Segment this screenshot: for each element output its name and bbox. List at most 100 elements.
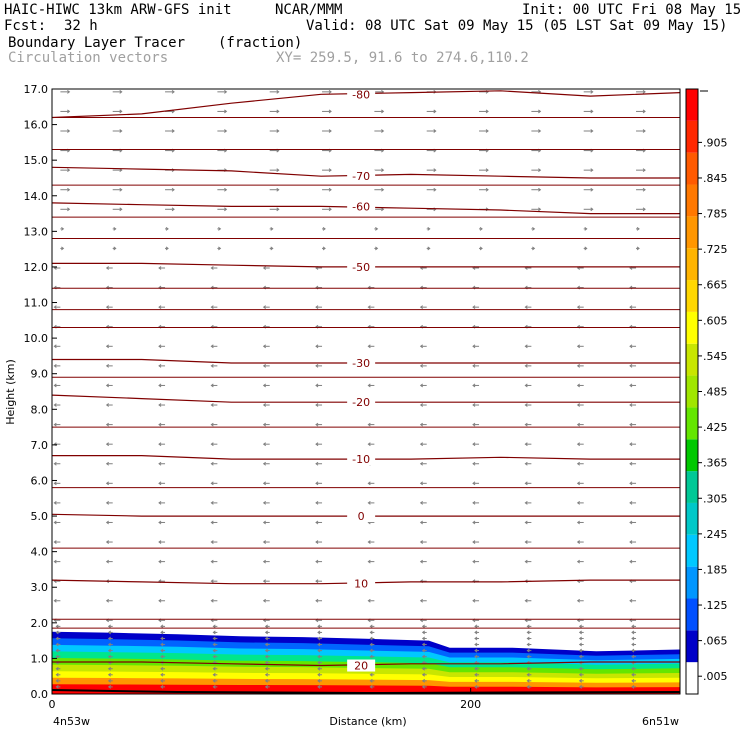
vector-arrowhead — [629, 363, 633, 368]
vector-arrowhead — [474, 654, 478, 659]
vector-arrowhead — [315, 520, 319, 525]
vector-arrowhead — [107, 636, 112, 641]
vector-arrowhead — [119, 207, 123, 212]
colorbar-label: .365 — [703, 457, 728, 470]
vector-arrowhead — [67, 187, 71, 192]
vector-arrowhead — [367, 598, 371, 603]
y-tick-label: 15.0 — [24, 154, 49, 167]
vector-arrowhead — [119, 187, 123, 192]
vector-arrowhead — [369, 654, 373, 659]
vector-arrowhead — [276, 207, 280, 212]
vector-arrowhead — [472, 598, 476, 603]
contour-label-bg — [347, 89, 376, 101]
vector-arrowhead — [317, 636, 321, 641]
vector-arrowhead — [629, 442, 633, 447]
vector-arrowhead — [419, 559, 424, 564]
vector-arrowhead — [317, 630, 321, 635]
y-tick-label: 12.0 — [24, 261, 49, 274]
colorbar-label: .665 — [703, 279, 728, 292]
vector-arrowhead — [526, 654, 530, 659]
colorbar-swatch — [686, 502, 698, 535]
colorbar-label: .125 — [703, 599, 728, 612]
vector-arrowhead — [328, 129, 332, 133]
vector-arrowhead — [369, 624, 373, 629]
vector-arrowhead — [419, 598, 424, 603]
vector-arrowhead — [642, 129, 646, 133]
vector-arrowhead — [264, 672, 269, 677]
vector-arrowhead — [524, 422, 528, 427]
vector-arrowhead — [158, 403, 162, 407]
vector-arrowhead — [160, 672, 164, 677]
vector-arrowhead — [262, 383, 267, 388]
vector-arrowhead — [421, 636, 426, 641]
vector-arrowhead — [576, 422, 581, 427]
vector-arrowhead — [538, 109, 542, 114]
vector-arrowhead — [367, 422, 371, 427]
vector-arrowhead — [524, 383, 528, 388]
vector-arrowhead — [262, 579, 267, 584]
vector-arrowhead — [171, 129, 175, 133]
y-tick-label: 1.0 — [31, 652, 49, 665]
vector-arrowhead — [317, 660, 321, 665]
colorbar-label: .545 — [703, 350, 728, 363]
y-tick-label: 17.0 — [24, 83, 49, 96]
vector-arrowhead — [524, 481, 528, 486]
contour-label: -30 — [352, 357, 370, 370]
vector-arrowhead — [107, 672, 112, 677]
contour-label: -50 — [352, 261, 370, 274]
vector-arrowhead — [171, 89, 175, 94]
colorbar-swatch — [686, 343, 698, 376]
vector-arrowhead — [479, 246, 483, 251]
vector-arrowhead — [576, 305, 581, 310]
vector-arrowhead — [262, 442, 267, 447]
contour-label: -10 — [352, 453, 370, 466]
vector-arrowhead — [524, 461, 528, 466]
vector-arrowhead — [479, 226, 483, 231]
vector-arrowhead — [315, 540, 319, 544]
vector-arrowhead — [369, 642, 373, 647]
y-tick-label: 13.0 — [24, 225, 49, 238]
vector-arrowhead — [158, 266, 162, 270]
vector-arrowhead — [576, 383, 581, 388]
vector-arrowhead — [55, 642, 59, 647]
colorbar-label: .425 — [703, 421, 728, 434]
vector-arrowhead — [210, 481, 214, 486]
vector-arrowhead — [315, 461, 319, 466]
vector-arrowhead — [474, 672, 478, 677]
vector-arrowhead — [524, 520, 528, 525]
vector-arrowhead — [55, 684, 59, 689]
colorbar-label: .905 — [703, 136, 728, 149]
colorbar-swatch — [686, 184, 698, 217]
vector-arrowhead — [419, 442, 424, 447]
vector-arrowhead — [524, 559, 528, 564]
vector-arrowhead — [367, 500, 371, 505]
vector-arrowhead — [642, 187, 646, 192]
vector-arrowhead — [631, 648, 635, 653]
vector-arrowhead — [576, 344, 581, 349]
vector-arrowhead — [53, 344, 57, 349]
vector-arrowhead — [160, 624, 164, 629]
contour-label: 20 — [354, 660, 368, 673]
colorbar-label: .605 — [703, 314, 728, 327]
vector-arrowhead — [105, 344, 110, 349]
vector-arrowhead — [578, 624, 583, 629]
vector-arrowhead — [419, 383, 424, 388]
vector-arrowhead — [55, 624, 59, 629]
vector-arrowhead — [210, 422, 214, 427]
vector-arrowhead — [328, 207, 332, 212]
vector-arrowhead — [369, 630, 373, 635]
vector-arrowhead — [421, 624, 426, 629]
colorbar-swatch — [686, 407, 698, 440]
vector-arrowhead — [210, 266, 214, 270]
vector-arrowhead — [642, 109, 646, 114]
vector-arrowhead — [472, 383, 476, 388]
vector-arrowhead — [160, 678, 164, 683]
colorbar-swatch — [686, 120, 698, 153]
vector-arrowhead — [158, 363, 162, 368]
vector-arrowhead — [322, 226, 326, 231]
vector-arrowhead — [264, 642, 269, 647]
vector-arrowhead — [210, 520, 214, 525]
vector-arrowhead — [317, 684, 321, 689]
vector-arrowhead — [474, 648, 478, 653]
vector-arrowhead — [421, 654, 426, 659]
